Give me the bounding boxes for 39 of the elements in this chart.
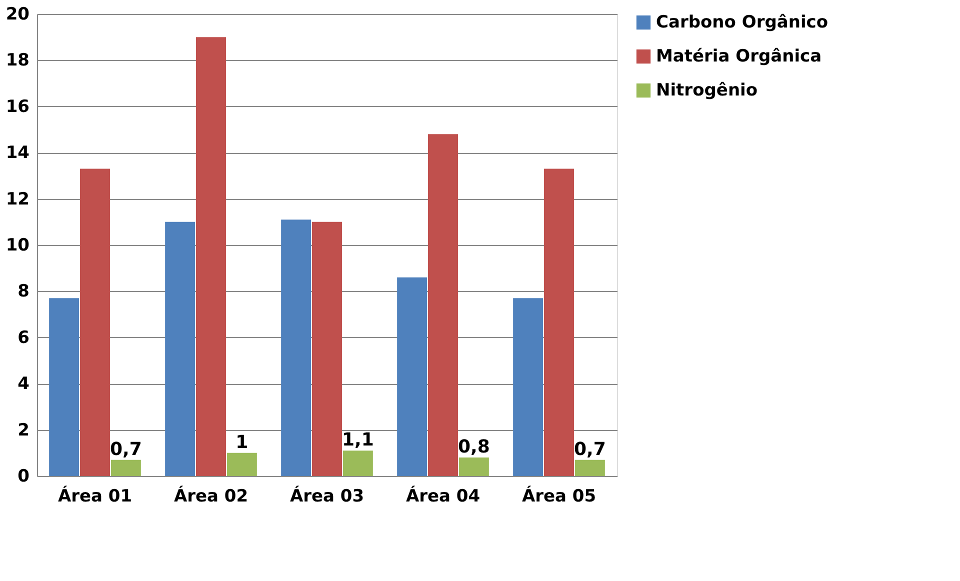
bar bbox=[428, 134, 458, 476]
bar bbox=[574, 460, 605, 476]
x-tick-label: Área 05 bbox=[522, 486, 596, 506]
bar bbox=[544, 168, 574, 476]
y-tick-label: 12 bbox=[6, 189, 30, 210]
legend-label: Carbono Orgânico bbox=[656, 12, 828, 32]
x-tick-label: Área 01 bbox=[58, 486, 132, 506]
bar bbox=[458, 458, 489, 476]
y-tick-label: 4 bbox=[18, 374, 30, 394]
y-tick-label: 16 bbox=[6, 96, 30, 117]
y-tick-label: 2 bbox=[18, 420, 30, 440]
bar bbox=[281, 220, 312, 476]
y-tick-label: 14 bbox=[6, 143, 30, 164]
legend-label: Matéria Orgânica bbox=[656, 46, 822, 66]
y-tick-label: 18 bbox=[6, 50, 30, 71]
x-tick-label: Área 04 bbox=[406, 486, 480, 506]
bar bbox=[342, 450, 373, 476]
y-tick-label: 6 bbox=[18, 328, 30, 348]
bar bbox=[513, 298, 544, 476]
x-tick-label: Área 03 bbox=[290, 486, 364, 506]
data-label: 0,7 bbox=[574, 438, 606, 460]
bar bbox=[80, 168, 110, 476]
x-tick-label: Área 02 bbox=[174, 486, 248, 506]
y-tick-label: 0 bbox=[18, 466, 30, 486]
y-tick-label: 8 bbox=[18, 282, 30, 302]
data-label: 1 bbox=[236, 432, 248, 453]
y-tick-label: 20 bbox=[6, 4, 30, 24]
y-tick-label: 10 bbox=[6, 236, 30, 256]
bar bbox=[312, 222, 342, 476]
bar bbox=[226, 452, 257, 476]
data-label: 1,1 bbox=[342, 430, 374, 451]
legend-label: Nitrogênio bbox=[656, 80, 758, 100]
bar bbox=[196, 37, 226, 476]
bar bbox=[110, 460, 141, 476]
bar bbox=[49, 298, 80, 476]
data-label: 0,7 bbox=[110, 438, 142, 460]
data-label: 0,8 bbox=[458, 436, 490, 458]
bar bbox=[165, 222, 196, 476]
bar bbox=[397, 277, 428, 476]
